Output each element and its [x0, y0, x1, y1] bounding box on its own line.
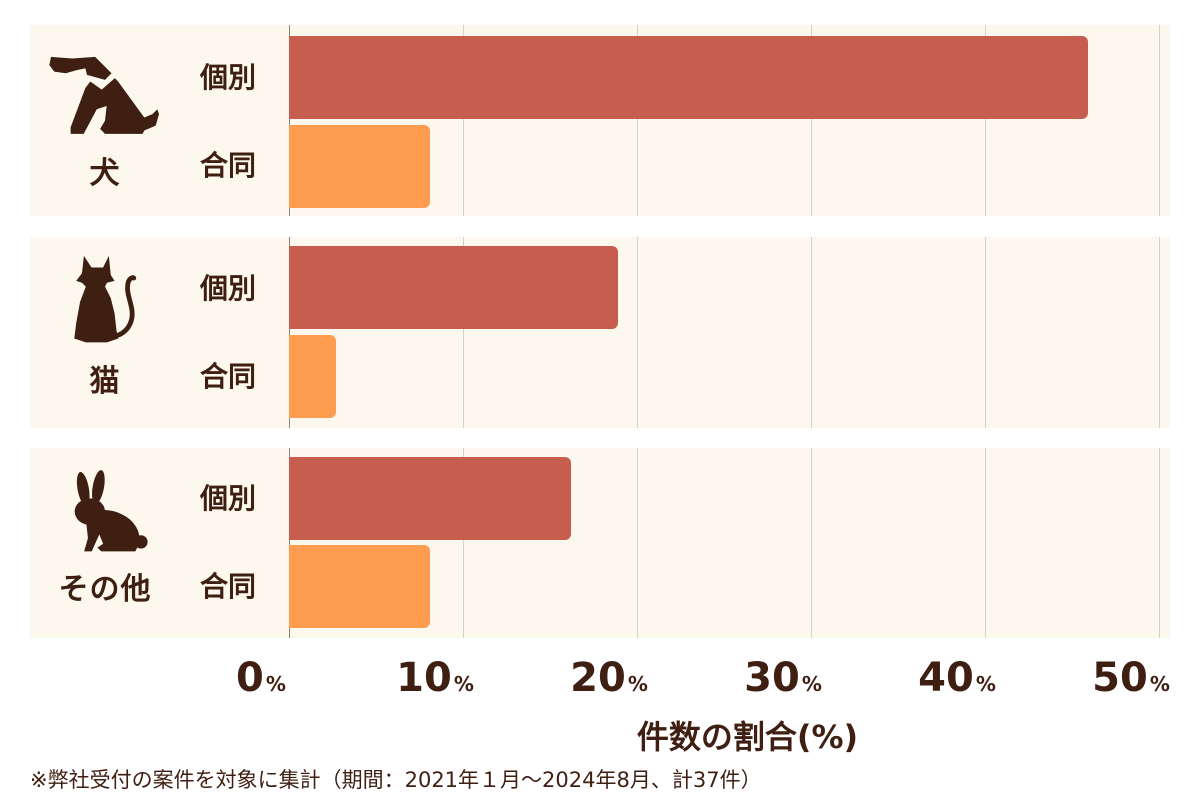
- type-label-dog-joint: 合同: [200, 149, 257, 182]
- bar-other-individual: [289, 457, 571, 540]
- bar-dog-joint: [289, 125, 430, 208]
- panel-other: [30, 448, 1170, 638]
- gridline: [811, 25, 812, 216]
- group-other: その他: [30, 468, 180, 608]
- bar-cat-individual: [289, 246, 618, 329]
- type-label-other-joint: 合同: [200, 570, 257, 603]
- dog-icon: [49, 56, 159, 134]
- gridline: [1159, 448, 1160, 638]
- footnote: ※弊社受付の案件を対象に集計（期間：2021年１月〜2024年8月、計37件）: [30, 768, 762, 792]
- axis-line: [289, 25, 290, 216]
- axis-line: [289, 448, 290, 638]
- gridline: [463, 448, 464, 638]
- type-label-cat-joint: 合同: [200, 360, 257, 393]
- gridline: [811, 237, 812, 428]
- x-tick-label: 10%: [396, 655, 474, 701]
- type-label-dog-individual: 個別: [200, 61, 257, 94]
- axis-line: [289, 237, 290, 428]
- gridline: [1159, 237, 1160, 428]
- gridline: [985, 448, 986, 638]
- bar-dog-individual: [289, 36, 1088, 119]
- bar-other-joint: [289, 545, 430, 628]
- group-cat: 猫: [30, 254, 180, 400]
- x-tick-label: 20%: [570, 655, 648, 701]
- x-axis-label: 件数の割合(%): [636, 718, 859, 756]
- gridline: [637, 448, 638, 638]
- gridline: [463, 25, 464, 216]
- group-label-other: その他: [58, 572, 152, 607]
- x-tick-label: 50%: [1092, 655, 1170, 701]
- group-dog: 犬: [30, 52, 180, 192]
- gridline: [811, 448, 812, 638]
- gridline: [463, 237, 464, 428]
- gridline: [1159, 25, 1160, 216]
- group-label-dog: 犬: [89, 156, 121, 191]
- x-tick-label: 30%: [744, 655, 822, 701]
- group-label-cat: 猫: [89, 364, 121, 399]
- x-tick-label: 40%: [918, 655, 996, 701]
- bar-cat-joint: [289, 335, 336, 418]
- cat-icon: [74, 255, 137, 343]
- type-label-cat-individual: 個別: [200, 272, 257, 305]
- gridline: [637, 25, 638, 216]
- rabbit-icon: [74, 470, 148, 552]
- gridline: [985, 237, 986, 428]
- gridline: [985, 25, 986, 216]
- x-tick-label: 0%: [236, 655, 286, 701]
- gridline: [637, 237, 638, 428]
- type-label-other-individual: 個別: [200, 482, 257, 515]
